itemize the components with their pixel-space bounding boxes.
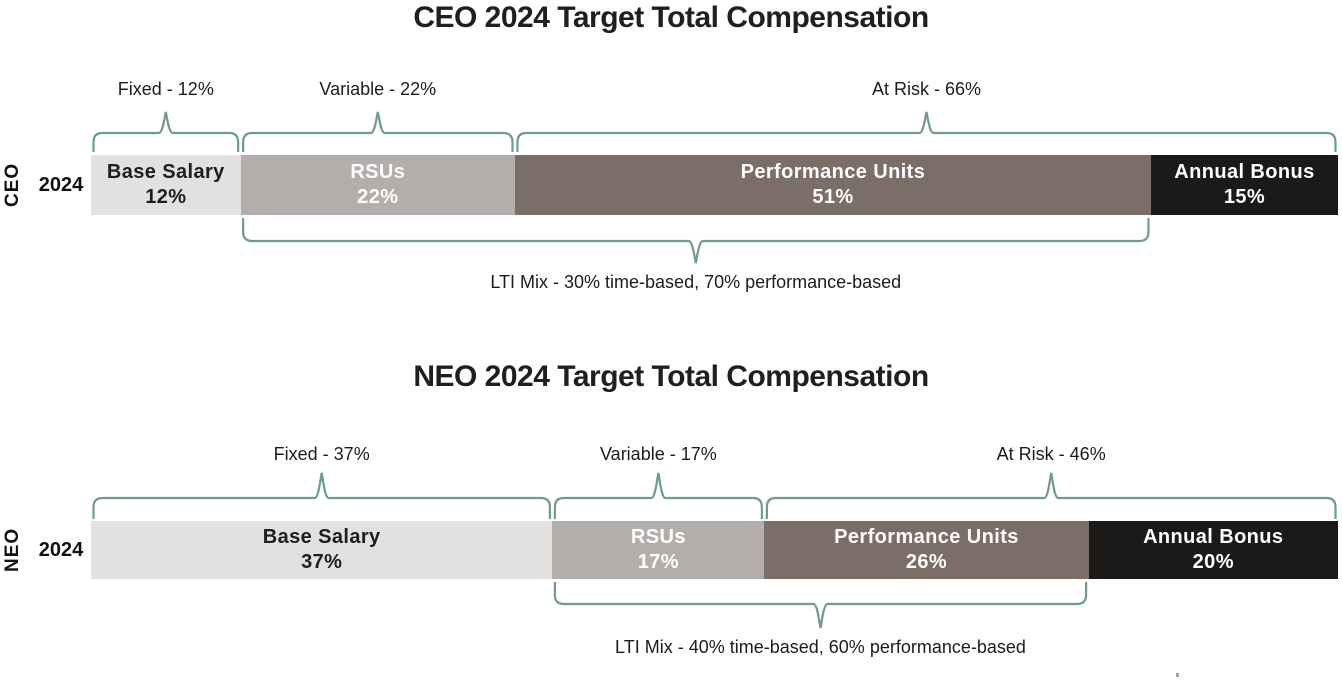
segment-name: Performance Units — [834, 526, 1019, 548]
group-label-at: At Risk - 66% — [871, 79, 981, 99]
group-label-variable: Variable - 22% — [319, 79, 437, 99]
stacked-bar: Base Salary 37% RSUs 17% Performance Units 26… — [91, 521, 1338, 579]
stacked-bar: Base Salary 12% RSUs 22% Performance Units 51… — [91, 155, 1338, 215]
segment-name: RSUs — [630, 526, 686, 548]
year-label: 2024 — [38, 538, 84, 561]
segment-value: 22% — [357, 186, 399, 208]
segment-value: 26% — [905, 551, 948, 573]
bar-segment-base-salary: Base Salary 12% — [91, 155, 241, 215]
segment-name: Annual Bonus — [1143, 526, 1284, 548]
bar-segment-annual-bonus: Annual Bonus 15% — [1150, 155, 1338, 215]
row-axis-label: NEO — [2, 527, 23, 573]
segment-value: 51% — [812, 186, 854, 208]
segment-value: 17% — [637, 551, 679, 573]
segment-name: Performance Units — [740, 161, 926, 183]
bar-segment-rsus: RSUs 22% — [240, 155, 515, 215]
year-label: 2024 — [38, 173, 84, 196]
chart-title: NEO 2024 Target Total Compensation — [413, 360, 929, 393]
lti-mix-label: LTI Mix - 30% time-based, 70% performanc… — [490, 272, 902, 292]
segment-name: RSUs — [350, 161, 406, 183]
bar-segment-rsus: RSUs 17% — [552, 521, 765, 579]
group-label-fixed: Fixed - 37% — [273, 444, 370, 464]
bar-segment-performance-units: Performance Units 51% — [514, 155, 1151, 215]
neo-compensation-chart: NEO 2024 Target Total Compensation Fixed… — [0, 340, 1342, 680]
group-label-at: At Risk - 46% — [996, 444, 1106, 464]
group-label-fixed: Fixed - 12% — [117, 79, 214, 99]
row-axis-label: CEO — [2, 162, 23, 208]
ceo-compensation-chart: CEO 2024 Target Total Compensation Fixed… — [2, 1, 1338, 292]
segment-name: Base Salary — [106, 161, 225, 183]
bar-segment-performance-units: Performance Units 26% — [764, 521, 1089, 579]
segment-value: 15% — [1223, 186, 1266, 208]
bar-segment-annual-bonus: Annual Bonus 20% — [1088, 521, 1338, 579]
bar-segment-base-salary: Base Salary 37% — [91, 521, 553, 579]
chart-title: CEO 2024 Target Total Compensation — [413, 1, 929, 34]
segment-value: 12% — [145, 186, 187, 208]
stray-mark — [1176, 673, 1179, 677]
group-label-variable: Variable - 17% — [600, 444, 717, 464]
segment-name: Base Salary — [262, 526, 381, 548]
segment-value: 37% — [301, 551, 343, 573]
lti-mix-label: LTI Mix - 40% time-based, 60% performanc… — [615, 637, 1026, 657]
segment-value: 20% — [1192, 551, 1234, 573]
segment-name: Annual Bonus — [1174, 161, 1315, 183]
